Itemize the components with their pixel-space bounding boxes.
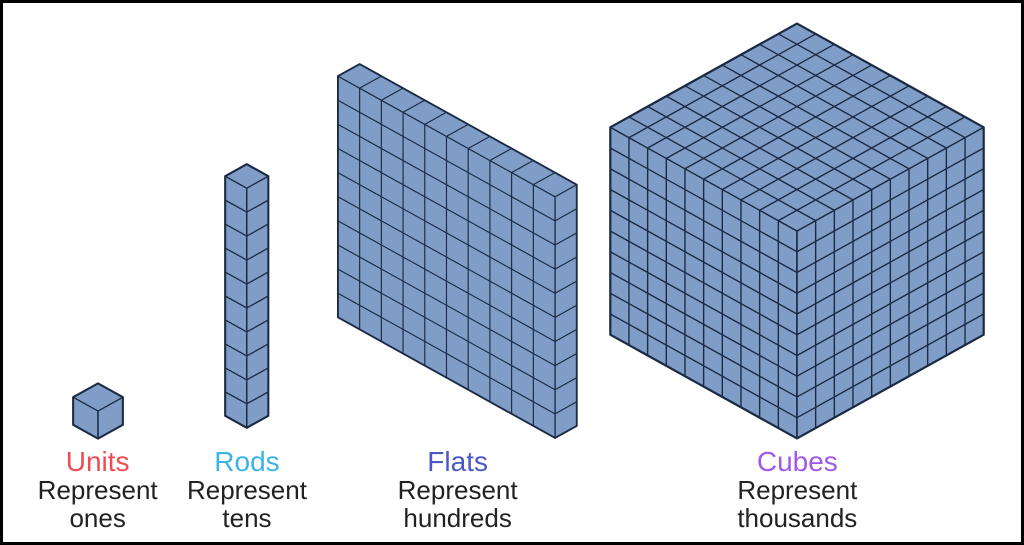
cubes-block-icon: [608, 21, 986, 441]
rods-block-icon: [223, 151, 271, 441]
item-units: Units Represent ones: [38, 381, 158, 532]
flats-subtitle: Represent hundreds: [398, 477, 518, 532]
cubes-title: Cubes: [757, 447, 838, 478]
rods-title: Rods: [214, 447, 279, 478]
units-title: Units: [66, 447, 130, 478]
flats-graphic: [336, 61, 579, 441]
units-subtitle: Represent ones: [38, 477, 158, 532]
item-rods: Rods Represent tens: [187, 151, 307, 532]
rods-graphic: [223, 151, 271, 441]
diagram-frame: Units Represent ones Rods Represent tens…: [0, 0, 1024, 545]
cubes-subtitle: Represent thousands: [737, 477, 857, 532]
rods-subtitle: Represent tens: [187, 477, 307, 532]
units-block-icon: [71, 381, 125, 441]
units-graphic: [71, 381, 125, 441]
flats-title: Flats: [427, 447, 488, 478]
item-cubes: Cubes Represent thousands: [608, 21, 986, 532]
flats-block-icon: [336, 61, 579, 441]
items-row: Units Represent ones Rods Represent tens…: [3, 21, 1021, 532]
item-flats: Flats Represent hundreds: [336, 61, 579, 532]
cubes-graphic: [608, 21, 986, 441]
